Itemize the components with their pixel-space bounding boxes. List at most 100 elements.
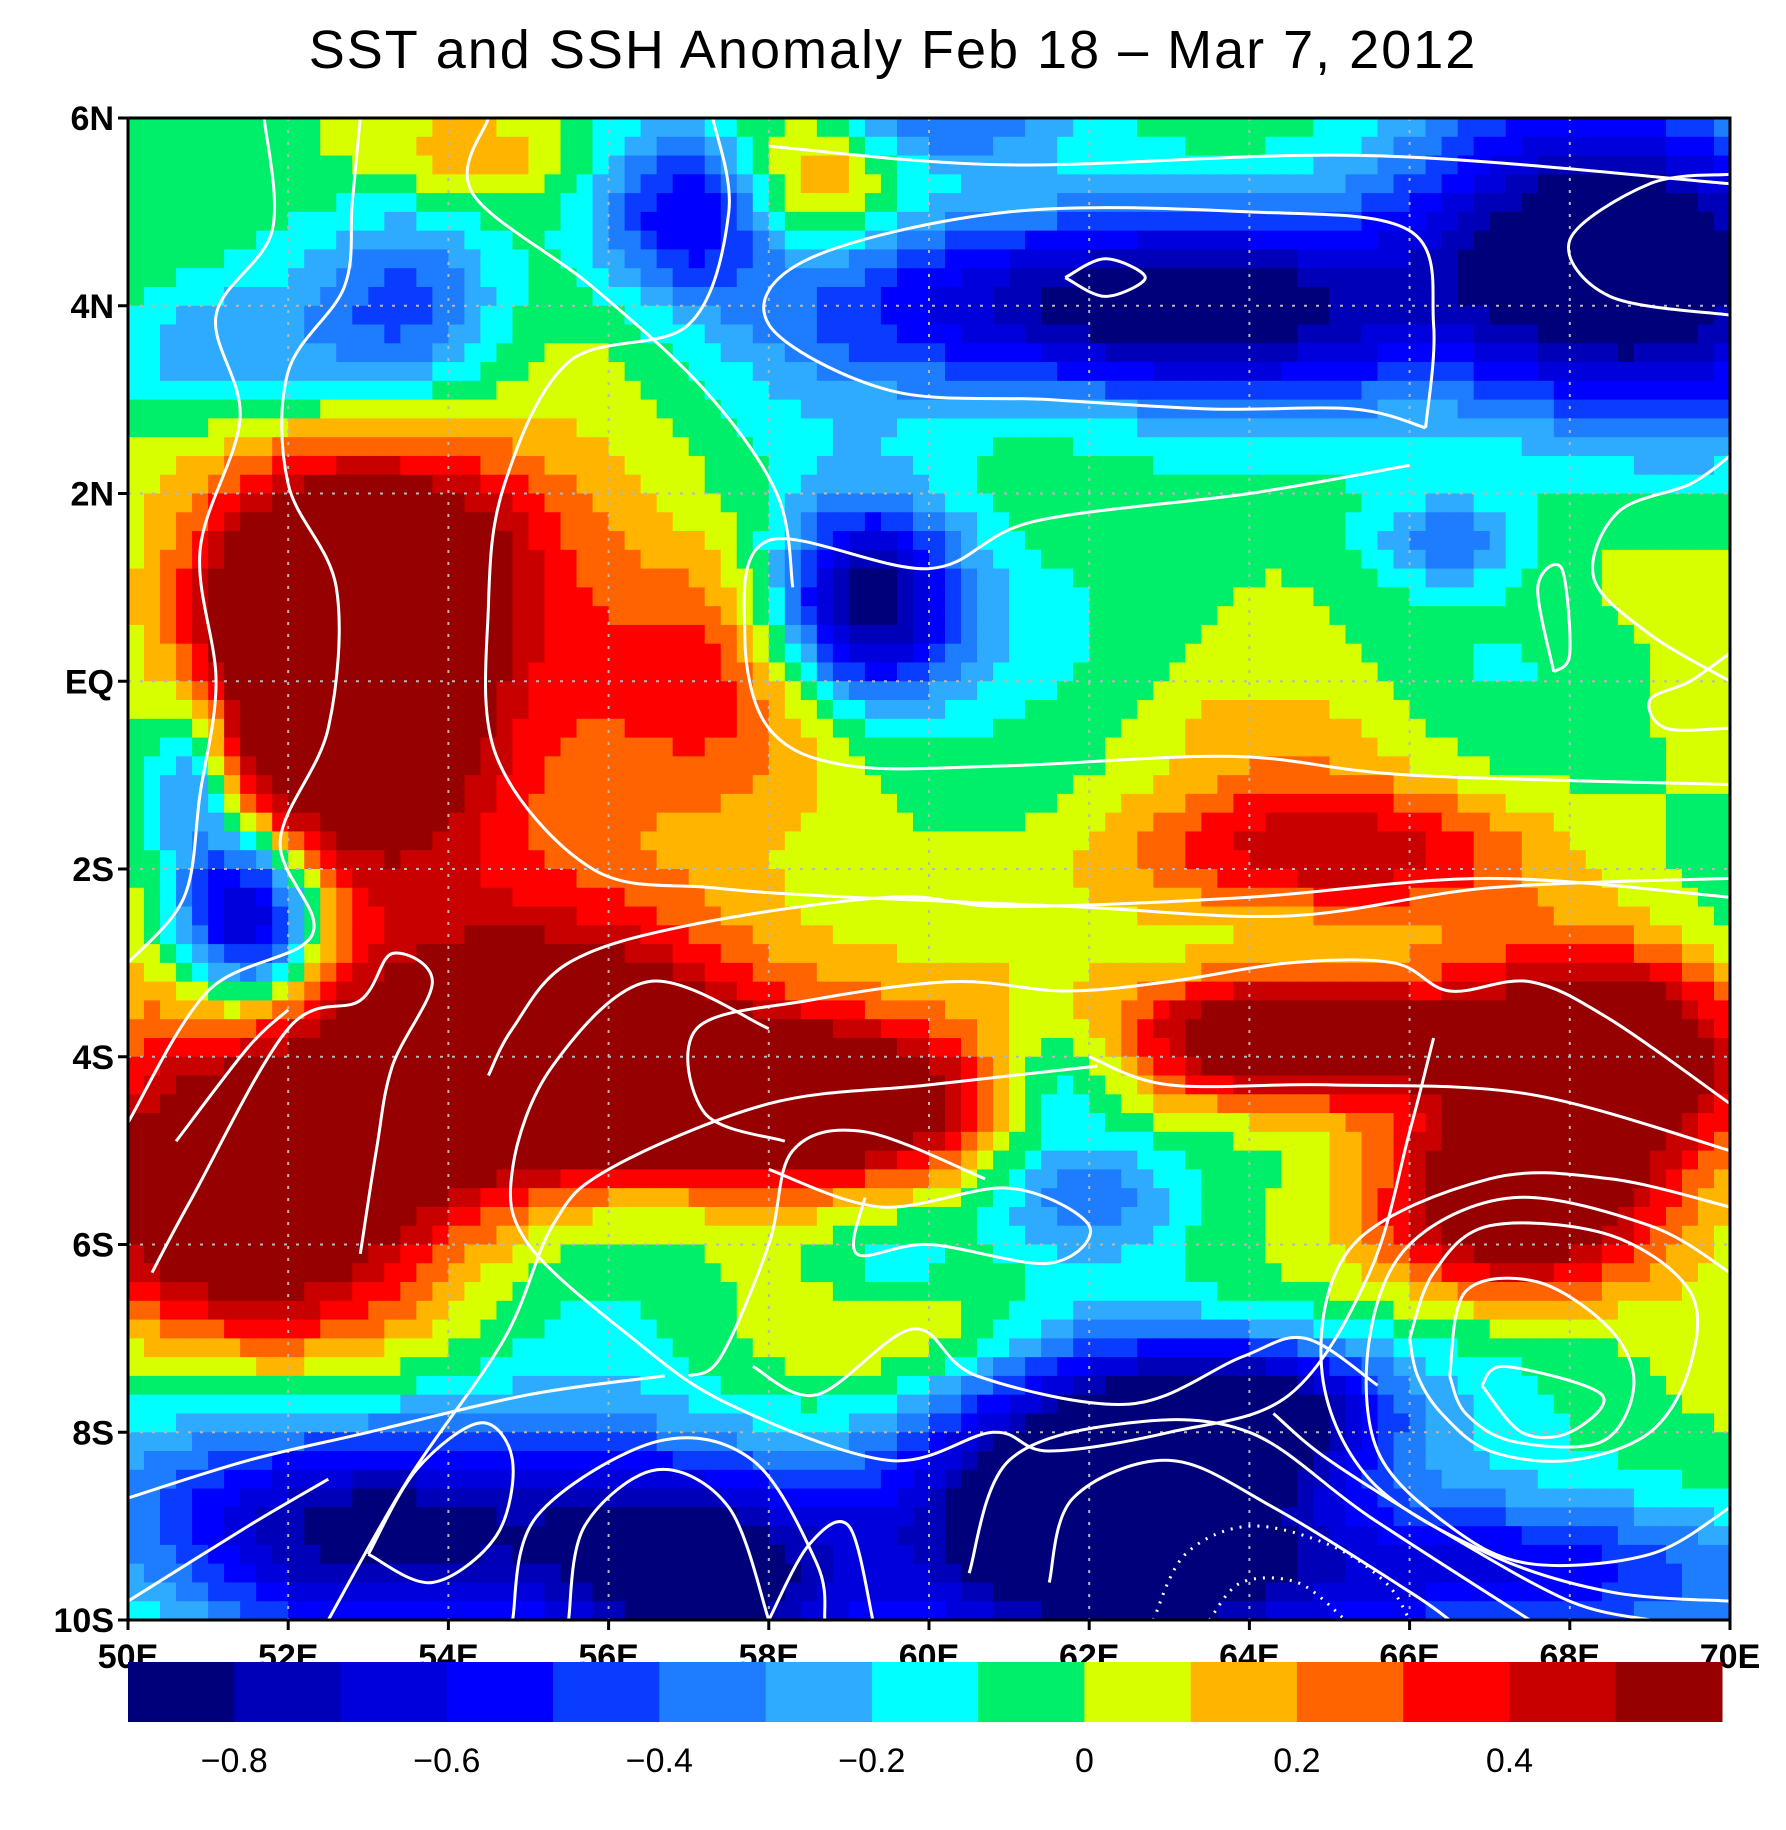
anomaly-cell: [1681, 362, 1699, 382]
anomaly-cell: [1313, 531, 1331, 551]
anomaly-cell: [1233, 831, 1250, 851]
anomaly-cell: [1553, 737, 1571, 757]
anomaly-cell: [1457, 812, 1475, 833]
anomaly-cell: [1249, 324, 1267, 344]
anomaly-cell: [128, 193, 145, 213]
anomaly-cell: [977, 831, 994, 851]
anomaly-cell: [624, 193, 642, 213]
anomaly-cell: [929, 624, 946, 645]
anomaly-cell: [512, 362, 530, 382]
anomaly-cell: [993, 249, 1010, 269]
anomaly-cell: [977, 775, 994, 795]
anomaly-cell: [720, 775, 738, 795]
anomaly-cell: [256, 662, 273, 682]
anomaly-cell: [384, 531, 401, 551]
anomaly-cell: [848, 136, 866, 157]
anomaly-cell: [672, 718, 690, 739]
anomaly-cell: [512, 775, 530, 795]
anomaly-cell: [1265, 624, 1283, 645]
anomaly-cell: [448, 493, 466, 513]
anomaly-cell: [993, 437, 1010, 457]
anomaly-cell: [512, 474, 530, 495]
anomaly-cell: [1441, 305, 1459, 326]
anomaly-cell: [1393, 437, 1411, 457]
anomaly-cell: [704, 775, 722, 795]
anomaly-cell: [1553, 512, 1571, 532]
anomaly-cell: [1473, 136, 1491, 157]
anomaly-cell: [1121, 531, 1138, 551]
anomaly-cell: [448, 643, 466, 664]
anomaly-cell: [1489, 624, 1507, 645]
anomaly-cell: [1617, 531, 1635, 551]
anomaly-cell: [688, 362, 706, 382]
anomaly-cell: [1329, 850, 1347, 870]
anomaly-cell: [1505, 606, 1523, 626]
anomaly-cell: [320, 286, 337, 307]
anomaly-cell: [640, 812, 658, 833]
anomaly-cell: [800, 662, 818, 682]
anomaly-cell: [1649, 193, 1667, 213]
anomaly-cell: [1073, 418, 1090, 438]
anomaly-cell: [784, 512, 802, 532]
anomaly-cell: [1009, 568, 1026, 588]
anomaly-cell: [160, 775, 177, 795]
anomaly-cell: [912, 155, 930, 175]
anomaly-cell: [448, 474, 466, 495]
anomaly-cell: [432, 606, 449, 626]
anomaly-cell: [1137, 1019, 1154, 1039]
anomaly-cell: [1073, 643, 1090, 664]
anomaly-cell: [1425, 850, 1443, 870]
anomaly-cell: [912, 193, 930, 213]
anomaly-cell: [544, 305, 562, 326]
anomaly-cell: [656, 1019, 674, 1039]
anomaly-cell: [368, 211, 385, 232]
anomaly-cell: [1217, 850, 1234, 870]
anomaly-cell: [688, 324, 706, 344]
anomaly-cell: [240, 549, 257, 570]
anomaly-cell: [1489, 512, 1507, 532]
anomaly-cell: [592, 474, 610, 495]
anomaly-cell: [1121, 305, 1138, 326]
anomaly-cell: [1073, 718, 1090, 739]
anomaly-cell: [800, 230, 818, 251]
anomaly-cell: [1329, 793, 1347, 814]
anomaly-cell: [1569, 455, 1587, 476]
anomaly-cell: [864, 399, 882, 420]
anomaly-cell: [160, 756, 177, 776]
anomaly-cell: [560, 455, 578, 476]
anomaly-cell: [1425, 718, 1443, 739]
anomaly-cell: [1089, 718, 1106, 739]
anomaly-cell: [320, 1000, 337, 1020]
anomaly-cell: [1297, 193, 1315, 213]
anomaly-cell: [1281, 944, 1299, 964]
anomaly-cell: [1121, 474, 1138, 495]
anomaly-cell: [961, 474, 978, 495]
anomaly-cell: [656, 136, 674, 157]
anomaly-cell: [352, 362, 369, 382]
anomaly-cell: [1393, 512, 1411, 532]
anomaly-cell: [848, 286, 866, 307]
anomaly-cell: [1073, 174, 1090, 194]
anomaly-cell: [1521, 418, 1539, 438]
anomaly-cell: [352, 455, 369, 476]
anomaly-cell: [592, 493, 610, 513]
anomaly-cell: [160, 850, 177, 870]
anomaly-cell: [752, 531, 770, 551]
anomaly-cell: [752, 624, 770, 645]
anomaly-cell: [1073, 793, 1090, 814]
anomaly-cell: [1073, 831, 1090, 851]
anomaly-cell: [400, 249, 417, 269]
anomaly-cell: [288, 1037, 305, 1058]
anomaly-cell: [1649, 944, 1667, 964]
anomaly-cell: [1649, 906, 1667, 926]
anomaly-cell: [432, 343, 449, 363]
anomaly-cell: [224, 474, 241, 495]
anomaly-cell: [608, 118, 626, 138]
anomaly-cell: [480, 230, 498, 251]
anomaly-cell: [1233, 700, 1250, 720]
anomaly-cell: [1521, 1000, 1539, 1020]
anomaly-cell: [1425, 118, 1443, 138]
anomaly-cell: [1169, 455, 1186, 476]
anomaly-cell: [1025, 887, 1042, 908]
anomaly-cell: [608, 211, 626, 232]
